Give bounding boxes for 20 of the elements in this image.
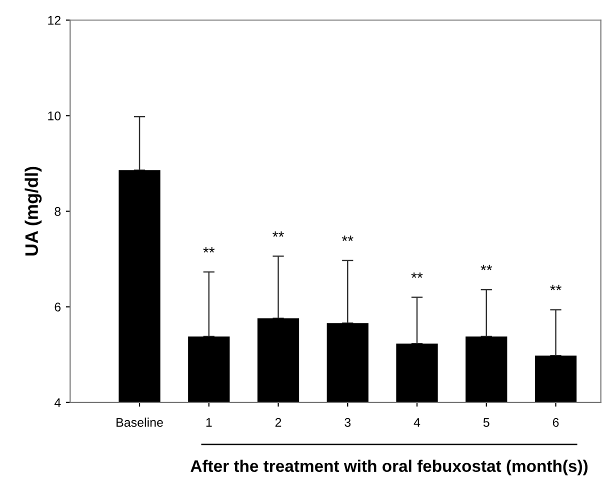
y-tick-label: 8 (54, 207, 61, 216)
x-tick-label: 1 (206, 418, 212, 427)
x-tick-label: Baseline (116, 418, 163, 427)
annotation: ** (550, 284, 562, 290)
annotation: ** (411, 272, 423, 278)
annotation: ** (342, 236, 354, 242)
annotation: ** (480, 264, 492, 270)
y-tick-label: 4 (54, 398, 61, 407)
x-tick-label: 5 (483, 418, 490, 427)
y-tick-label: 6 (54, 302, 61, 312)
annotation: ** (272, 231, 284, 237)
y-tick-label: 12 (48, 16, 60, 25)
y-axis-title: UA (mg/dl) (24, 166, 42, 256)
x-axis-title: After the treatment with oral febuxostat (month(s)) (190, 460, 588, 476)
x-tick-label: 3 (344, 418, 351, 427)
x-tick-label: 6 (552, 418, 559, 427)
y-tick-label: 10 (48, 111, 61, 120)
x-tick-label: 2 (275, 418, 282, 427)
annotation: ** (203, 247, 215, 253)
x-tick-label: 4 (414, 418, 420, 427)
